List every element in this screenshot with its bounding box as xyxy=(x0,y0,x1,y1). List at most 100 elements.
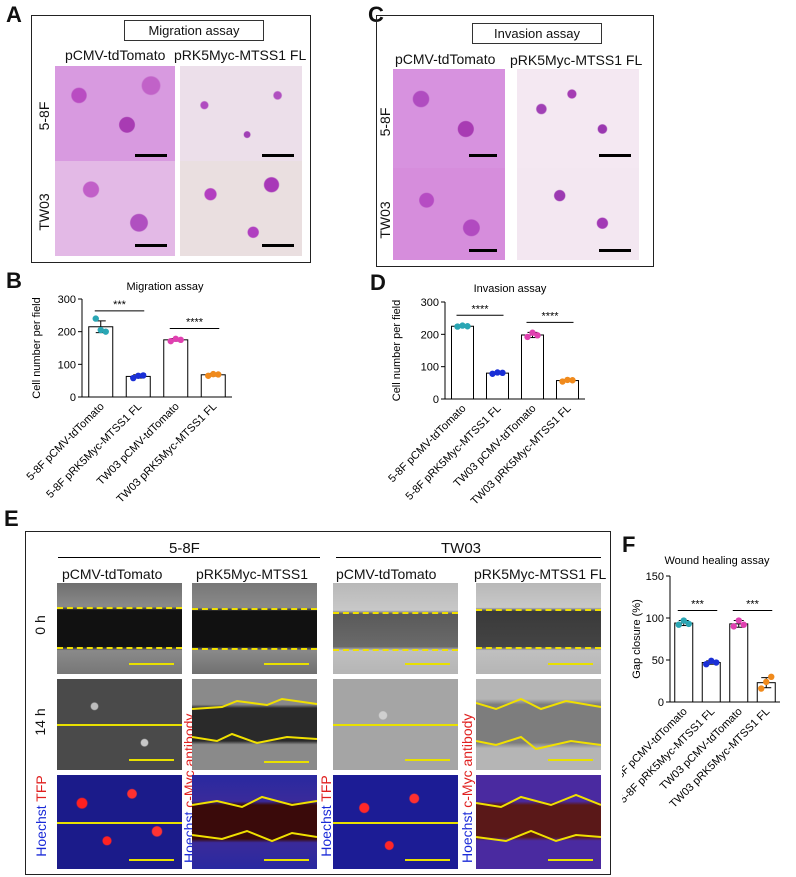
panel-e-row3-label-3: Hoechst TFP xyxy=(318,775,334,857)
micrograph-migration-5-8f-control xyxy=(55,66,175,164)
panel-label-e: E xyxy=(4,506,19,531)
data-point xyxy=(135,372,142,379)
group-underline xyxy=(58,557,320,558)
scale-bar xyxy=(599,249,631,252)
y-tick-label: 300 xyxy=(421,297,439,309)
panel-e-frame xyxy=(25,531,611,875)
data-point xyxy=(140,372,147,379)
wound-edge-outline xyxy=(476,697,601,751)
data-point xyxy=(559,378,566,385)
y-tick-label: 50 xyxy=(652,655,664,667)
wound-image-tw03-control-14h xyxy=(333,679,458,770)
data-point xyxy=(130,374,137,382)
data-point xyxy=(675,621,682,628)
y-axis-label: Gap closure (%) xyxy=(631,599,643,678)
data-point xyxy=(740,621,747,628)
data-point xyxy=(167,337,174,345)
panel-e-col4: pRK5Myc-MTSS1 FL xyxy=(474,566,607,582)
panel-label-c: C xyxy=(368,2,384,27)
bar xyxy=(521,334,544,400)
significance-label: **** xyxy=(471,303,489,315)
data-point xyxy=(534,332,541,339)
bar-chart-invasion: Invasion assay 0 100 200 300 Cell number per … xyxy=(386,283,585,507)
bar xyxy=(88,326,114,398)
significance-label: *** xyxy=(691,599,705,611)
data-point xyxy=(680,617,687,624)
micrograph-invasion-tw03-mtss1 xyxy=(517,168,639,260)
data-point xyxy=(763,678,770,686)
panel-c-frame: Invasion assay pCMV-tdTomato pRK5Myc-MTS… xyxy=(376,15,654,267)
significance-label: **** xyxy=(541,310,559,322)
panel-a-title: Migration assay xyxy=(124,20,264,41)
y-tick-label: 200 xyxy=(58,327,76,339)
y-axis-label: Cell number per field xyxy=(31,297,43,399)
micrograph-invasion-5-8f-control xyxy=(393,69,505,169)
wound-edge-outline xyxy=(192,697,317,745)
panel-e-row1: 0 h xyxy=(32,615,48,635)
data-point xyxy=(489,370,496,377)
scale-bar xyxy=(469,249,497,252)
bar xyxy=(200,374,226,398)
wound-edge-outline xyxy=(476,793,601,843)
data-point xyxy=(713,659,720,666)
wound-image-5-8f-mtss1-0h xyxy=(192,583,317,674)
panel-e-col3: pCMV-tdTomato xyxy=(336,566,437,582)
data-point xyxy=(102,328,109,335)
chart-title: Wound healing assay xyxy=(665,555,770,567)
panel-a-row2: TW03 xyxy=(36,193,52,231)
bar xyxy=(701,662,721,703)
panel-e-col2: pRK5Myc-MTSS1 xyxy=(196,566,309,582)
y-tick-label: 100 xyxy=(646,613,664,625)
bar-chart-migration: Migration assay 0 100 200 300 Cell number per… xyxy=(24,281,232,505)
y-tick-label: 100 xyxy=(421,362,439,374)
panel-a-col2: pRK5Myc-MTSS1 FL xyxy=(174,47,307,63)
bar-chart-wound-healing: Wound healing assay 0 50 100 150 Gap closure … xyxy=(622,555,780,811)
data-point xyxy=(210,370,217,378)
scale-bar xyxy=(469,154,497,157)
wound-image-5-8f-control-0h xyxy=(57,583,182,674)
data-point xyxy=(703,661,710,668)
data-point xyxy=(730,623,737,630)
panel-label-f: F xyxy=(622,532,636,557)
bar xyxy=(729,623,749,703)
group-underline xyxy=(336,557,601,558)
panel-e-group1: 5-8F xyxy=(169,540,200,557)
panel-e-row2: 14 h xyxy=(32,708,48,736)
scale-bar xyxy=(135,244,167,247)
data-point xyxy=(524,333,531,341)
significance-label: *** xyxy=(746,599,760,611)
y-tick-label: 100 xyxy=(58,359,76,371)
bar xyxy=(451,325,474,400)
data-point xyxy=(454,323,461,330)
micrograph-migration-tw03-mtss1 xyxy=(180,161,302,256)
fluorescence-tw03-mtss1 xyxy=(476,775,601,869)
data-point xyxy=(564,376,571,384)
data-point xyxy=(92,315,99,322)
data-point xyxy=(569,377,576,384)
micrograph-migration-tw03-control xyxy=(55,161,175,256)
bar xyxy=(486,372,509,400)
panel-c-row2: TW03 xyxy=(377,201,393,239)
data-point xyxy=(459,322,466,329)
bar xyxy=(125,375,151,398)
panel-e-group2: TW03 xyxy=(441,540,482,557)
data-point xyxy=(215,371,222,378)
chart-title: Migration assay xyxy=(126,281,204,293)
data-point xyxy=(758,685,765,692)
scale-bar xyxy=(599,154,631,157)
data-point xyxy=(172,335,179,343)
wound-image-tw03-control-0h xyxy=(333,583,458,674)
y-tick-label: 0 xyxy=(70,392,76,404)
data-point xyxy=(529,329,536,336)
wound-image-5-8f-control-14h xyxy=(57,679,182,770)
micrograph-invasion-5-8f-mtss1 xyxy=(517,69,639,169)
micrograph-migration-5-8f-mtss1 xyxy=(180,66,302,164)
panel-c-row1: 5-8F xyxy=(377,107,393,137)
panel-e-col1: pCMV-tdTomato xyxy=(62,566,163,582)
chart-title: Invasion assay xyxy=(474,283,547,295)
data-point xyxy=(177,336,184,344)
scale-bar xyxy=(262,244,294,247)
panel-c-title: Invasion assay xyxy=(472,23,602,44)
significance-label: *** xyxy=(113,299,127,311)
micrograph-invasion-tw03-control xyxy=(393,168,505,260)
